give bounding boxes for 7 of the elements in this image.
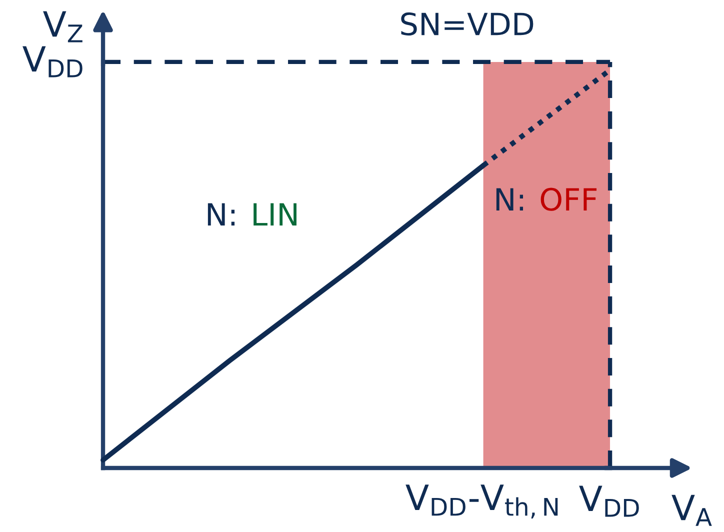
ref-line-label: V$_{DD}$ xyxy=(22,46,82,78)
y-axis-title: V$_{Z}$ xyxy=(43,11,82,42)
chart-title: SN=VDD xyxy=(401,12,534,36)
x-tick-label: V$_{DD}$-V$_{th,N}$ xyxy=(406,484,558,519)
annotation: N: LIN xyxy=(208,203,296,226)
x-axis-title: V$_{A}$ xyxy=(672,494,712,526)
band-label: N: OFF xyxy=(496,188,597,211)
